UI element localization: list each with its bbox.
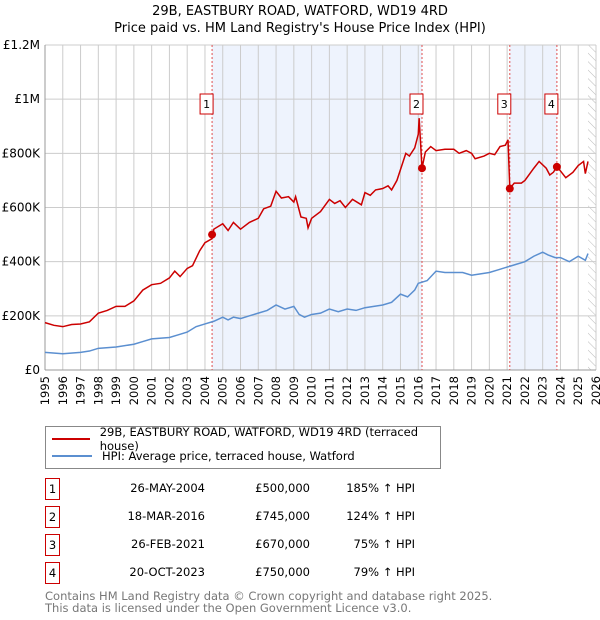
x-tick-label: 1999 [109, 376, 123, 405]
y-tick-label: £800K [2, 146, 42, 160]
x-tick-label: 2007 [251, 376, 265, 405]
x-tick-label: 2016 [411, 376, 425, 405]
x-tick-label: 1995 [38, 376, 52, 405]
y-tick-label: £1M [14, 92, 40, 106]
footer-copyright: Contains HM Land Registry data © Crown c… [45, 589, 493, 603]
sale-point [417, 164, 426, 173]
y-tick-label: £600K [2, 201, 42, 215]
x-tick-label: 1996 [56, 376, 70, 405]
x-tick-label: 2015 [393, 376, 407, 405]
hpi-line [44, 251, 589, 355]
y-tick-label: £200K [2, 309, 42, 323]
x-tick-label: 2019 [465, 376, 479, 405]
x-tick-label: 2026 [589, 376, 600, 405]
x-tick-label: 1997 [74, 376, 88, 405]
x-tick-label: 2014 [376, 376, 390, 405]
sale-point [208, 230, 217, 239]
chart-subtitle: Price paid vs. HM Land Registry's House … [114, 21, 486, 36]
sale-label-box [544, 93, 559, 115]
x-tick-label: 2008 [269, 376, 283, 405]
x-tick-label: 2005 [216, 376, 230, 405]
property-price-line [44, 118, 589, 328]
x-tick-label: 2006 [234, 376, 248, 405]
legend-swatch-hpi [52, 455, 92, 457]
y-tick-label: £0 [25, 363, 40, 377]
transaction-price: £500,000 [255, 481, 310, 495]
sale-label-box [409, 93, 424, 115]
transaction-date: 26-FEB-2021 [131, 537, 205, 551]
x-tick-label: 2017 [429, 376, 443, 405]
x-tick-label: 2004 [198, 376, 212, 405]
transaction-hpi: 185% ↑ HPI [346, 481, 415, 495]
x-tick-label: 2013 [358, 376, 372, 405]
x-tick-label: 2003 [180, 376, 194, 405]
legend-item-property: 29B, EASTBURY ROAD, WATFORD, WD19 4RD (t… [52, 425, 440, 453]
x-tick-label: 2011 [322, 376, 336, 405]
footer-licence: This data is licensed under the Open Gov… [45, 601, 412, 615]
transaction-number: 1 [45, 478, 60, 500]
legend-label-hpi: HPI: Average price, terraced house, Watf… [102, 449, 355, 463]
transaction-date: 20-OCT-2023 [129, 565, 205, 579]
transaction-price: £750,000 [255, 565, 310, 579]
x-tick-label: 2002 [162, 376, 176, 405]
y-tick-label: £1.2M [3, 38, 40, 52]
x-tick-label: 2022 [518, 376, 532, 405]
legend: 29B, EASTBURY ROAD, WATFORD, WD19 4RD (t… [45, 425, 441, 469]
sale-point [505, 184, 514, 193]
transaction-number: 3 [45, 534, 60, 556]
transaction-number: 2 [45, 506, 60, 528]
transaction-hpi: 75% ↑ HPI [353, 537, 415, 551]
x-tick-label: 2009 [287, 376, 301, 405]
sale-label-box [199, 93, 214, 115]
sale-label: 4 [548, 98, 555, 111]
transaction-hpi: 124% ↑ HPI [346, 509, 415, 523]
sale-label-box [497, 93, 512, 115]
y-tick-label: £400K [2, 255, 42, 269]
x-tick-label: 2023 [536, 376, 550, 405]
transaction-price: £670,000 [255, 537, 310, 551]
x-tick-label: 2018 [447, 376, 461, 405]
sale-label: 1 [203, 98, 210, 111]
legend-item-hpi: HPI: Average price, terraced house, Watf… [52, 448, 355, 464]
legend-label-property: 29B, EASTBURY ROAD, WATFORD, WD19 4RD (t… [99, 425, 419, 453]
chart-title: 29B, EASTBURY ROAD, WATFORD, WD19 4RD [152, 4, 448, 19]
transaction-date: 18-MAR-2016 [127, 509, 205, 523]
legend-swatch-property [52, 438, 90, 440]
transaction-price: £745,000 [255, 509, 310, 523]
x-tick-label: 1998 [91, 376, 105, 405]
x-tick-label: 2021 [500, 376, 514, 405]
transaction-number: 4 [45, 562, 60, 584]
sale-point [552, 162, 561, 171]
sale-label: 3 [501, 98, 508, 111]
x-tick-label: 2012 [340, 376, 354, 405]
x-tick-label: 2001 [145, 376, 159, 405]
transaction-date: 26-MAY-2004 [130, 481, 205, 495]
x-tick-label: 2024 [553, 376, 567, 405]
x-tick-label: 2010 [305, 376, 319, 405]
price-chart: £0 £200K £400K £600K £800K £1M £1.2M 1995 1996 19… [2, 38, 600, 405]
x-tick-label: 2020 [482, 376, 496, 405]
x-tick-label: 2000 [127, 376, 141, 405]
x-tick-label: 2025 [571, 376, 585, 405]
transaction-hpi: 79% ↑ HPI [353, 565, 415, 579]
sale-label: 2 [413, 98, 420, 111]
